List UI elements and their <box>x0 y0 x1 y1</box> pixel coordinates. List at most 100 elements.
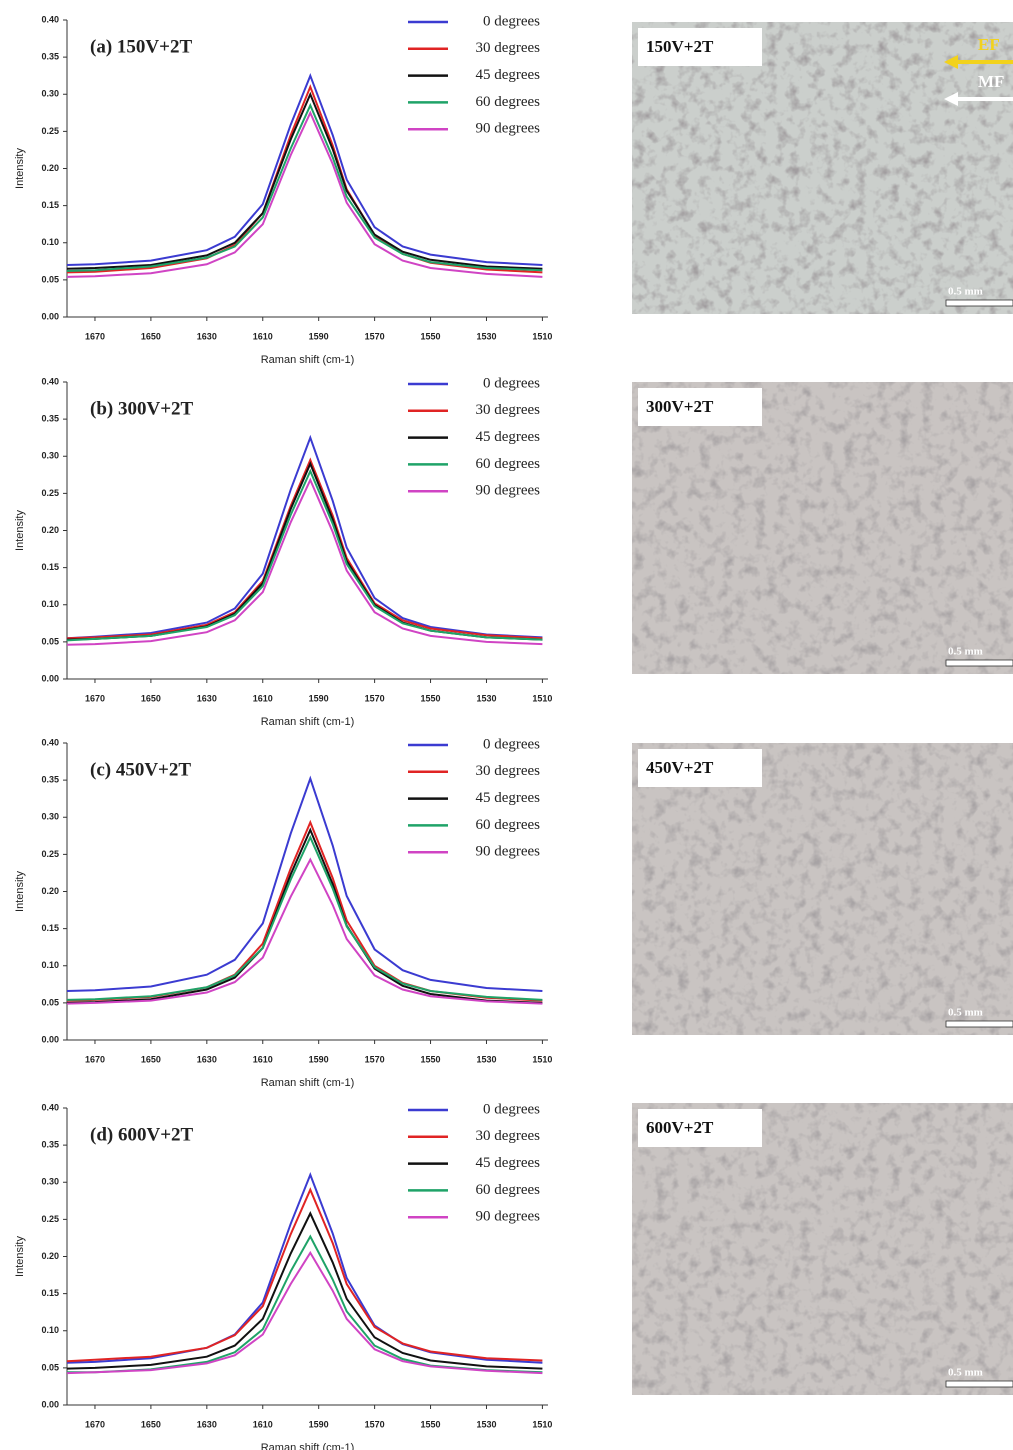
x-tick-label: 1630 <box>197 1054 217 1064</box>
x-tick-label: 1610 <box>253 693 273 703</box>
series-line <box>66 72 543 266</box>
y-tick-label: 0.30 <box>41 1177 59 1187</box>
x-tick-label: 1670 <box>85 1419 105 1429</box>
legend-label: 45 degrees <box>475 429 540 445</box>
arrow-mf-label: MF <box>978 72 1004 91</box>
series-line <box>66 775 543 992</box>
legend-label: 60 degrees <box>475 817 540 833</box>
y-tick-label: 0.35 <box>41 52 59 62</box>
x-tick-label: 1550 <box>421 1419 441 1429</box>
micrograph-texture <box>632 1103 1013 1395</box>
series-line <box>66 110 543 278</box>
x-tick-label: 1510 <box>532 1054 552 1064</box>
legend-label: 0 degrees <box>483 375 540 391</box>
legend-label: 90 degrees <box>475 121 540 137</box>
legend-label: 0 degrees <box>483 736 540 752</box>
label-box <box>638 388 762 426</box>
y-tick-label: 0.35 <box>41 1140 59 1150</box>
legend-label: 30 degrees <box>475 763 540 779</box>
y-tick-label: 0.05 <box>41 1362 59 1372</box>
x-tick-label: 1510 <box>532 693 552 703</box>
x-tick-label: 1550 <box>421 693 441 703</box>
y-tick-label: 0.15 <box>41 923 59 933</box>
chart-title: (b) 300V+2T <box>90 398 194 419</box>
x-tick-label: 1630 <box>197 1419 217 1429</box>
y-tick-label: 0.00 <box>41 1399 59 1409</box>
legend-label: 30 degrees <box>475 40 540 56</box>
x-tick-label: 1550 <box>421 331 441 341</box>
y-tick-label: 0.40 <box>41 14 59 24</box>
x-tick-label: 1670 <box>85 693 105 703</box>
x-axis-label: Raman shift (cm-1) <box>261 354 355 366</box>
x-tick-label: 1670 <box>85 1054 105 1064</box>
x-tick-label: 1530 <box>476 693 496 703</box>
x-tick-label: 1610 <box>253 1054 273 1064</box>
x-tick-label: 1550 <box>421 1054 441 1064</box>
legend-label: 45 degrees <box>475 67 540 83</box>
legend-label: 45 degrees <box>475 1155 540 1171</box>
y-tick-label: 0.00 <box>41 311 59 321</box>
legend-label: 30 degrees <box>475 402 540 418</box>
x-tick-label: 1670 <box>85 331 105 341</box>
x-tick-label: 1570 <box>365 1419 385 1429</box>
micrograph-label: 450V+2T <box>646 758 714 777</box>
x-tick-label: 1590 <box>309 1054 329 1064</box>
y-tick-label: 0.35 <box>41 775 59 785</box>
y-tick-label: 0.10 <box>41 1325 59 1335</box>
y-tick-label: 0.10 <box>41 599 59 609</box>
micrograph-label: 300V+2T <box>646 397 714 416</box>
x-tick-label: 1650 <box>141 1054 161 1064</box>
x-tick-label: 1510 <box>532 331 552 341</box>
y-tick-label: 0.20 <box>41 525 59 535</box>
y-tick-label: 0.40 <box>41 737 59 747</box>
micrograph-label: 150V+2T <box>646 37 714 56</box>
legend-label: 45 degrees <box>475 790 540 806</box>
y-axis-label: Intensity <box>14 148 26 189</box>
series-line <box>66 827 543 1004</box>
x-tick-label: 1570 <box>365 1054 385 1064</box>
y-tick-label: 0.20 <box>41 163 59 173</box>
scale-bar-label: 0.5 mm <box>948 1367 983 1379</box>
series-line <box>66 477 543 646</box>
y-tick-label: 0.15 <box>41 1288 59 1298</box>
x-tick-label: 1650 <box>141 1419 161 1429</box>
y-tick-label: 0.10 <box>41 237 59 247</box>
legend-label: 0 degrees <box>483 13 540 29</box>
x-tick-label: 1570 <box>365 693 385 703</box>
scale-bar <box>945 1380 1013 1388</box>
scale-bar <box>945 659 1013 667</box>
scale-bar-label: 0.5 mm <box>948 1007 983 1019</box>
y-tick-label: 0.05 <box>41 636 59 646</box>
y-tick-label: 0.25 <box>41 849 59 859</box>
arrow-mf-head <box>944 92 958 106</box>
x-tick-label: 1610 <box>253 1419 273 1429</box>
legend-label: 60 degrees <box>475 456 540 472</box>
series-line <box>66 84 543 274</box>
label-box <box>638 1109 762 1147</box>
y-tick-label: 0.25 <box>41 1214 59 1224</box>
y-tick-label: 0.20 <box>41 1251 59 1261</box>
series-line <box>66 1187 543 1363</box>
legend-label: 90 degrees <box>475 483 540 499</box>
arrow-ef-label: EF <box>978 35 1000 54</box>
y-tick-label: 0.30 <box>41 451 59 461</box>
x-tick-label: 1630 <box>197 331 217 341</box>
x-tick-label: 1610 <box>253 331 273 341</box>
scale-bar <box>945 299 1013 307</box>
micrograph-texture <box>632 743 1013 1035</box>
series-line <box>66 434 543 640</box>
y-axis-label: Intensity <box>14 510 26 551</box>
label-box <box>638 749 762 787</box>
x-tick-label: 1630 <box>197 693 217 703</box>
y-tick-label: 0.35 <box>41 414 59 424</box>
x-tick-label: 1530 <box>476 1054 496 1064</box>
legend-label: 30 degrees <box>475 1128 540 1144</box>
y-tick-label: 0.20 <box>41 886 59 896</box>
legend-label: 60 degrees <box>475 1182 540 1198</box>
x-tick-label: 1510 <box>532 1419 552 1429</box>
arrow-ef-head <box>944 55 958 69</box>
series-line <box>66 91 543 270</box>
x-tick-label: 1590 <box>309 331 329 341</box>
y-tick-label: 0.05 <box>41 274 59 284</box>
